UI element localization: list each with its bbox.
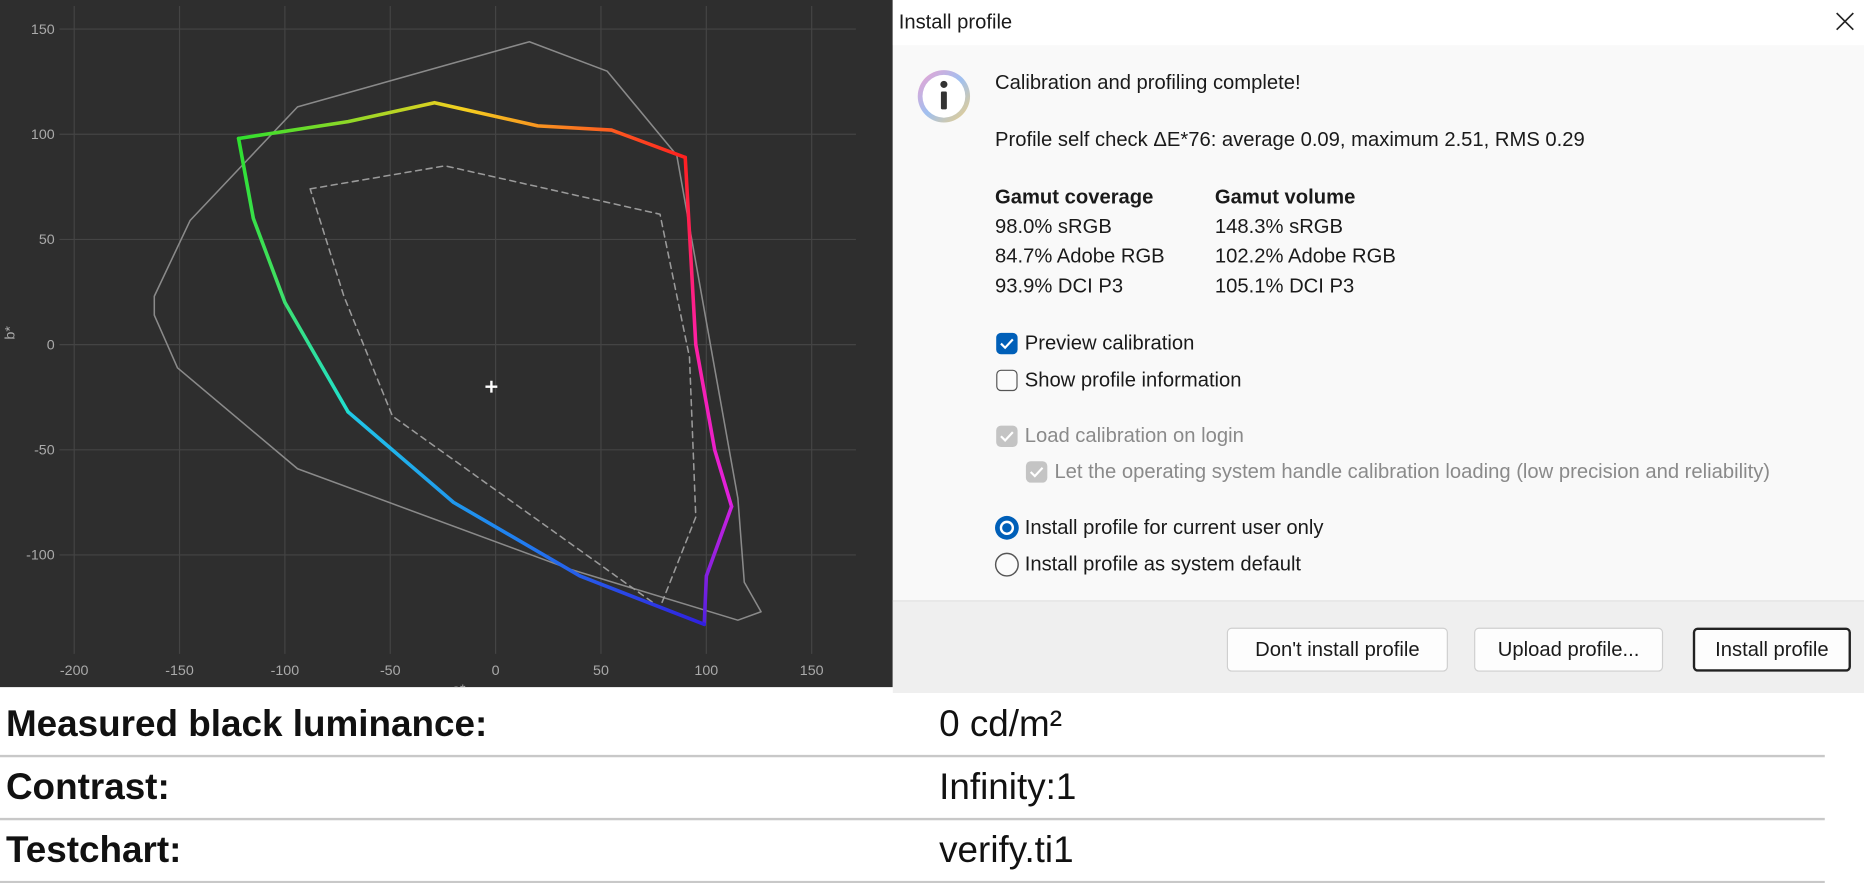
x-tick-label: -150 xyxy=(165,663,194,679)
gamut-chart: b* a* -200 -150 -100 -50 0 50 100 150 -100 -50 0 50… xyxy=(0,0,893,688)
y-tick-label: 0 xyxy=(47,337,55,353)
dont-install-button[interactable]: Don't install profile xyxy=(1226,627,1448,672)
close-button[interactable] xyxy=(1834,11,1855,32)
row-label: Measured black luminance: xyxy=(5,702,488,745)
install-button[interactable]: Install profile xyxy=(1692,627,1851,672)
install-dialog: Install profile Calibration and profilin… xyxy=(892,0,1864,694)
checkbox-disabled xyxy=(996,425,1018,447)
x-tick-label: 50 xyxy=(593,663,609,679)
y-tick-label: -50 xyxy=(34,443,55,459)
option-label[interactable]: Preview calibration xyxy=(1024,331,1195,355)
table-row: Measured black luminance: 0 cd/m² xyxy=(0,693,1825,758)
button-bar: Don't install profile Upload profile... … xyxy=(892,600,1864,694)
row-label: Contrast: xyxy=(5,765,170,808)
dialog-title: Install profile xyxy=(898,10,1013,34)
y-tick-label: 150 xyxy=(31,22,55,38)
title-bar: Install profile xyxy=(892,0,1864,46)
gamut-header: Gamut coverage xyxy=(995,185,1154,209)
gamut-value: 93.9% DCI P3 xyxy=(995,274,1124,298)
x-tick-label: -100 xyxy=(271,663,300,679)
x-axis-label: a* xyxy=(452,682,466,687)
gamut-value: 148.3% sRGB xyxy=(1214,215,1344,238)
y-tick-label: 100 xyxy=(31,127,55,143)
gamut-edge xyxy=(346,410,707,627)
table-row: Testchart: verify.ti1 xyxy=(0,819,1825,883)
checkbox[interactable] xyxy=(996,369,1018,392)
gamut-value: 105.1% DCI P3 xyxy=(1214,274,1355,298)
option-label: Let the operating system handle calibrat… xyxy=(1054,460,1771,483)
gamut-outline xyxy=(309,165,697,609)
gamut-outline xyxy=(153,40,762,621)
row-value: verify.ti1 xyxy=(939,828,1074,871)
checkbox-disabled xyxy=(1025,461,1048,483)
gamut-edge xyxy=(702,504,734,627)
gamut-value: 84.7% Adobe RGB xyxy=(995,244,1165,268)
radio-label[interactable]: Install profile for current user only xyxy=(1024,515,1324,539)
y-tick-label: 50 xyxy=(39,232,55,248)
y-axis-label: b* xyxy=(2,326,18,340)
radio-label[interactable]: Install profile as system default xyxy=(1024,552,1302,576)
table-row: Contrast: Infinity:1 xyxy=(0,756,1825,821)
summary-table: Measured black luminance: 0 cd/m² Contra… xyxy=(0,693,1864,883)
x-tick-label: 0 xyxy=(492,663,500,679)
x-tick-label: 150 xyxy=(800,663,824,679)
x-tick-label: -200 xyxy=(60,663,89,679)
x-tick-label: 100 xyxy=(694,663,718,679)
gamut-edge xyxy=(236,100,687,160)
radio-selected[interactable] xyxy=(994,515,1020,541)
gamut-header: Gamut volume xyxy=(1214,185,1356,209)
x-tick-label: -50 xyxy=(380,663,401,679)
gamut-value: 102.2% Adobe RGB xyxy=(1214,244,1396,268)
radio[interactable] xyxy=(994,552,1020,578)
info-icon xyxy=(917,70,971,123)
row-value: Infinity:1 xyxy=(939,765,1077,808)
white-point xyxy=(485,380,498,393)
row-label: Testchart: xyxy=(5,828,182,871)
option-label: Load calibration on login xyxy=(1024,424,1244,447)
y-tick-label: -100 xyxy=(26,548,55,564)
gamut-edge xyxy=(683,155,734,509)
message: Calibration and profiling complete! xyxy=(995,71,1301,94)
row-value: 0 cd/m² xyxy=(939,702,1063,745)
gamut-value: 98.0% sRGB xyxy=(995,215,1112,238)
self-check: Profile self check ΔE*76: average 0.09, … xyxy=(995,128,1585,151)
checkbox-checked[interactable] xyxy=(996,332,1018,355)
upload-button[interactable]: Upload profile... xyxy=(1474,627,1664,672)
gamut-edge xyxy=(236,136,350,414)
option-label[interactable]: Show profile information xyxy=(1024,368,1242,392)
